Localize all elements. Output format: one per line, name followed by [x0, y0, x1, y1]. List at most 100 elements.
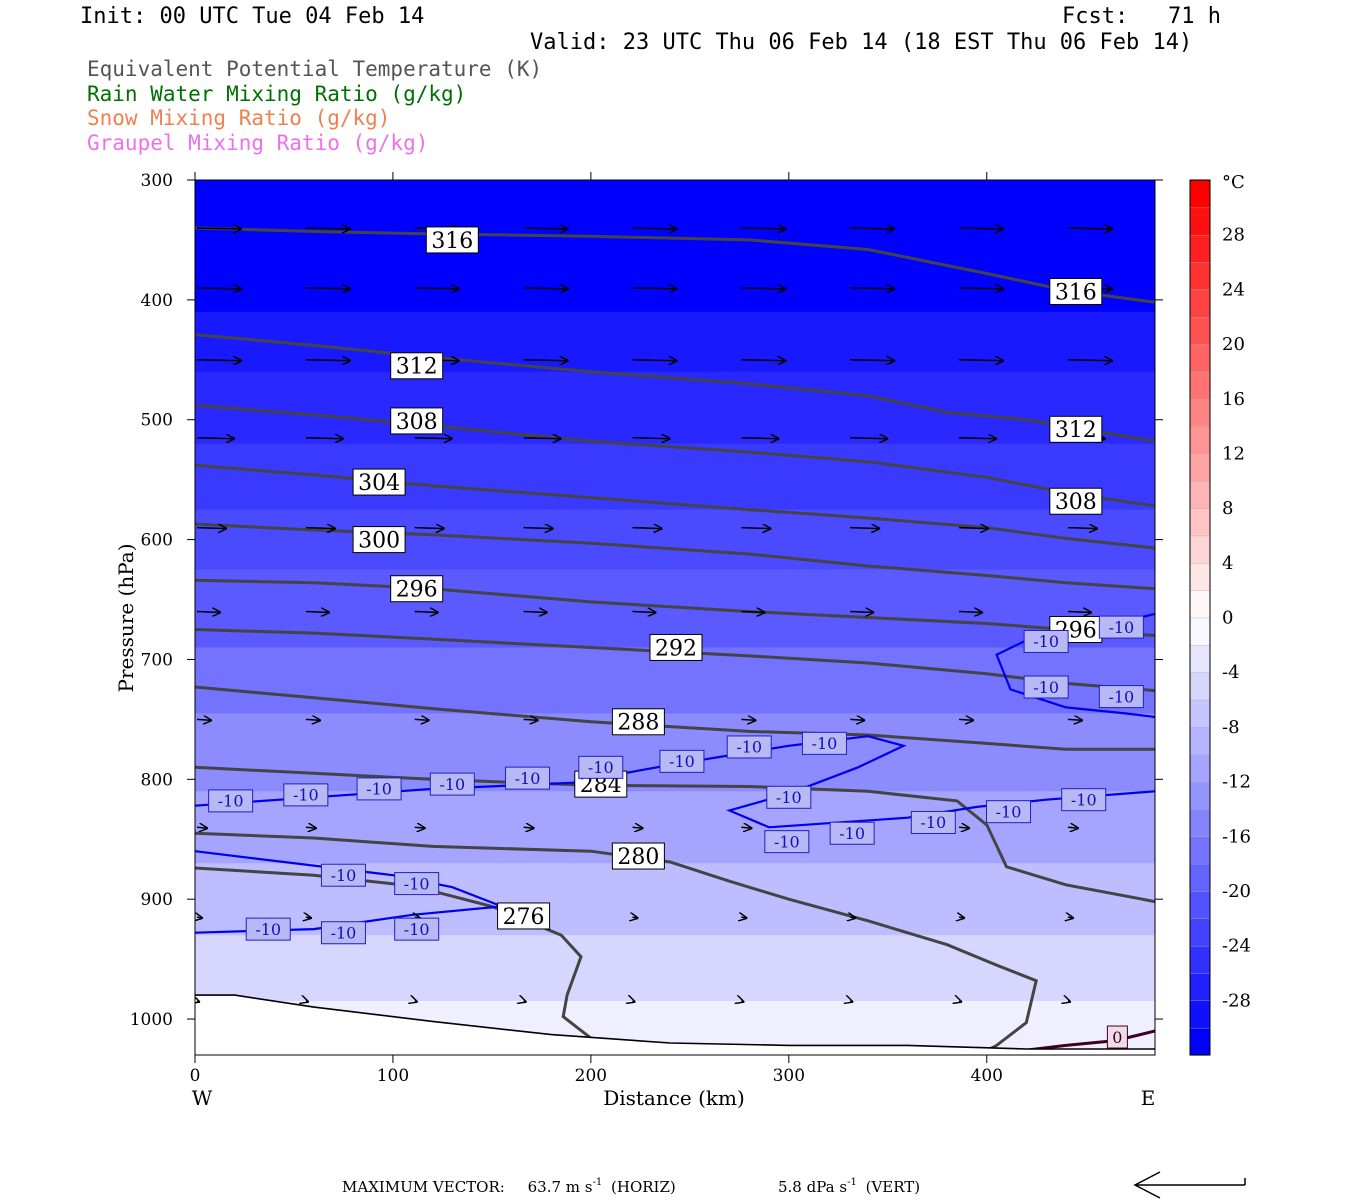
theta-e-label-288-0: 288 [617, 711, 659, 736]
valid-time: Valid: 23 UTC Thu 06 Feb 14 (18 EST Thu … [530, 30, 1193, 55]
wind-vector-4-8 [1067, 528, 1098, 529]
theta-e-label-292-0-box [649, 633, 703, 661]
theta-e-label-316-1-box [1049, 277, 1103, 305]
temp-label-0-10-box [764, 830, 810, 854]
colorbar-cell-15 [1189, 617, 1211, 646]
colorbar-cell-16 [1189, 589, 1211, 619]
temp-label-0-0: -10 [218, 792, 244, 811]
x-tick-label-0: 0 [190, 1066, 201, 1086]
shading-band-10 [195, 935, 1155, 1003]
wind-vector-6-5 [741, 719, 756, 720]
temp-label-2-0-box [320, 863, 366, 887]
temp-label-1-3: -10 [1108, 687, 1134, 706]
theta-e-label-312-1: 312 [1055, 418, 1097, 443]
wind-vector-4-3 [523, 528, 554, 529]
colorbar-tick-label-11: -16 [1222, 826, 1251, 847]
wind-vector-0-0 [196, 228, 242, 229]
shading-band-2 [195, 371, 1155, 445]
x-tick-label-400: 400 [971, 1066, 1003, 1086]
colorbar-frame [1189, 179, 1211, 1056]
temp-label-2-0: -10 [331, 866, 357, 885]
theta-e-label-304-0-box [352, 468, 406, 496]
temp-label-0-1: -10 [293, 786, 319, 805]
legend-graupel: Graupel Mixing Ratio (g/kg) [87, 131, 429, 155]
colorbar-tick-label-2: 20 [1222, 334, 1245, 355]
temp-label-0-4: -10 [515, 769, 541, 788]
temp-label-2-4-box [394, 917, 440, 941]
wind-vector-8-4 [632, 917, 638, 918]
temp-label-0-7-box [726, 735, 772, 759]
temp-label-0-4-box [505, 766, 551, 790]
wind-vector-9-2 [415, 1001, 418, 1002]
temp-label-1-2: -10 [1033, 678, 1059, 697]
colorbar-cell-24 [1189, 371, 1211, 400]
wind-vector-2-1 [305, 360, 351, 361]
theta-e-label-308-0-box [390, 407, 444, 435]
temp-label-2-3: -10 [331, 923, 357, 942]
temp-label-1-0: -10 [1108, 618, 1134, 637]
wind-vector-7-5 [741, 827, 752, 828]
y-tick-label-300: 300 [141, 171, 173, 191]
temp-label-0-6: -10 [669, 752, 695, 771]
colorbar-cell-22 [1189, 425, 1211, 455]
temp-label-0-2: -10 [366, 780, 392, 799]
colorbar-tick-label-0: 28 [1222, 225, 1245, 246]
colorbar-cell-20 [1189, 480, 1211, 509]
theta-e-284-line [195, 765, 1155, 904]
wind-vector-3-3 [523, 438, 562, 439]
x-tick-label-100: 100 [377, 1066, 409, 1086]
wind-vector-2-6 [850, 360, 895, 361]
temp-label-1-3-box [1098, 685, 1144, 709]
legend-rain: Rain Water Mixing Ratio (g/kg) [87, 82, 467, 106]
temp-label-0-13: -10 [996, 802, 1022, 821]
footer-vector-info: MAXIMUM VECTOR: 63.7 m s-1 (HORIZ) 5.8 d… [342, 1171, 920, 1196]
y-tick-label-900: 900 [141, 890, 173, 910]
colorbar-tick-label-9: -8 [1222, 717, 1240, 738]
footer-vert-exp: -1 [847, 1177, 857, 1188]
wind-vector-5-2 [414, 612, 439, 613]
wind-vector-4-7 [959, 528, 989, 529]
contour-labels: 3163163123123083083043002962962922882842… [208, 226, 1144, 1049]
wind-vector-0-1 [305, 228, 351, 229]
legend-theta-e: Equivalent Potential Temperature (K) [87, 57, 543, 81]
theta-e-label-300-0: 300 [358, 529, 400, 554]
wind-vector-3-4 [632, 438, 670, 439]
wind-vector-0-7 [959, 228, 1004, 229]
theta-e-label-316-0-box [425, 226, 479, 254]
theta-e-312-line [195, 333, 1155, 443]
wind-vector-4-1 [305, 528, 336, 529]
temp-label-0-14: -10 [1071, 790, 1097, 809]
terrain-outline [195, 994, 1155, 1050]
wind-vector-6-1 [305, 719, 321, 720]
colorbar-cell-11 [1189, 726, 1211, 755]
temp-label-0-1-box [283, 783, 329, 807]
max-vector-arrow [1133, 1171, 1246, 1199]
wind-vectors [197, 228, 1113, 1002]
wind-vector-4-4 [632, 528, 662, 529]
colorbar-unit: °C [1222, 172, 1245, 193]
wind-vector-4-0 [196, 528, 227, 529]
wind-vector-6-8 [1067, 719, 1083, 720]
colorbar: 28 24 20 16 12 8 4 0 -4 -8 -12 -16 -20 -24 -28 [1189, 179, 1251, 1056]
shading-band-0 [195, 180, 1155, 313]
theta-e-label-276-0-box [497, 902, 551, 930]
theta-e-label-308-1: 308 [1055, 490, 1097, 515]
wind-vector-4-5 [741, 528, 771, 529]
wind-vector-0-6 [850, 228, 895, 229]
colorbar-cell-14 [1189, 644, 1211, 673]
wind-vector-4-2 [414, 528, 445, 529]
temp-label-0-8: -10 [812, 734, 838, 753]
wind-vector-7-4 [632, 827, 643, 828]
wind-vector-3-2 [414, 438, 453, 439]
wind-vector-0-3 [523, 228, 569, 229]
theta-e-label-296-0-box [390, 575, 444, 603]
colorbar-cell-10 [1189, 754, 1211, 783]
theta-e-label-288-0-box [611, 708, 665, 736]
wind-vector-1-4 [632, 288, 677, 289]
x-right-end-label: E [1141, 1086, 1156, 1110]
wind-vector-9-6 [850, 1001, 853, 1002]
wind-vector-3-0 [196, 438, 235, 439]
wind-vector-5-4 [632, 612, 656, 613]
temp-label-0-9-box [766, 785, 812, 809]
